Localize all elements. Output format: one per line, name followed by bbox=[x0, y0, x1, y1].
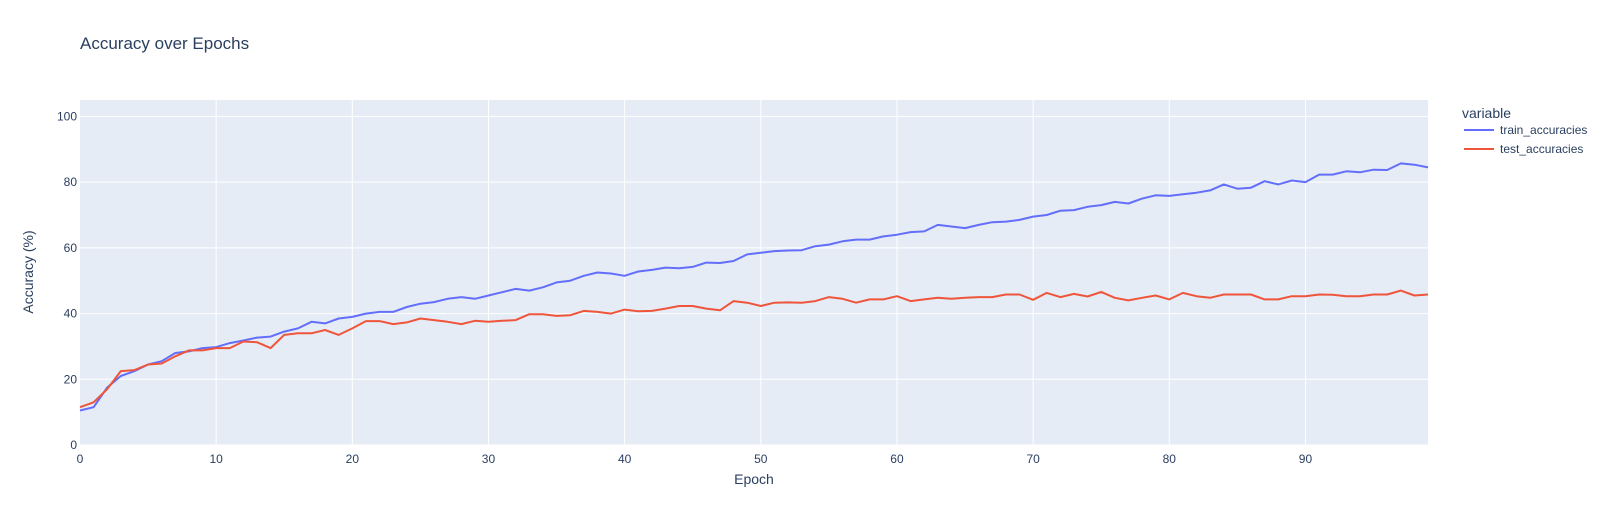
x-tick-label: 30 bbox=[482, 452, 496, 466]
x-tick-label: 50 bbox=[754, 452, 768, 466]
x-tick-label: 40 bbox=[618, 452, 632, 466]
legend[interactable]: train_accuracies test_accuracies bbox=[1464, 123, 1587, 156]
x-axis-ticks: 0 10 20 30 40 50 60 70 80 90 bbox=[77, 452, 1313, 466]
x-tick-label: 20 bbox=[346, 452, 360, 466]
y-tick-label: 0 bbox=[70, 438, 77, 452]
x-tick-label: 0 bbox=[77, 452, 84, 466]
legend-item-train_accuracies[interactable]: train_accuracies bbox=[1464, 123, 1587, 137]
legend-label: train_accuracies bbox=[1500, 123, 1587, 137]
x-tick-label: 80 bbox=[1163, 452, 1177, 466]
y-tick-label: 20 bbox=[64, 372, 78, 386]
plot-area bbox=[80, 100, 1428, 445]
x-tick-label: 60 bbox=[890, 452, 904, 466]
gridlines bbox=[80, 100, 1428, 446]
y-axis-label: Accuracy (%) bbox=[20, 230, 36, 313]
x-tick-label: 90 bbox=[1299, 452, 1313, 466]
series-line-train_accuracies bbox=[79, 162, 1429, 412]
legend-item-test_accuracies[interactable]: test_accuracies bbox=[1464, 142, 1583, 156]
series-line-test_accuracies bbox=[79, 289, 1429, 409]
y-tick-label: 60 bbox=[64, 241, 78, 255]
x-axis-label: Epoch bbox=[734, 471, 774, 487]
legend-title: variable bbox=[1462, 105, 1511, 121]
y-tick-label: 100 bbox=[57, 109, 77, 123]
series-lines bbox=[79, 162, 1429, 412]
chart-title: Accuracy over Epochs bbox=[80, 34, 249, 53]
legend-label: test_accuracies bbox=[1500, 142, 1583, 156]
x-tick-label: 70 bbox=[1026, 452, 1040, 466]
y-tick-label: 40 bbox=[64, 307, 78, 321]
y-tick-label: 80 bbox=[64, 175, 78, 189]
x-tick-label: 10 bbox=[209, 452, 223, 466]
y-axis-ticks: 0 20 40 60 80 100 bbox=[57, 109, 77, 452]
